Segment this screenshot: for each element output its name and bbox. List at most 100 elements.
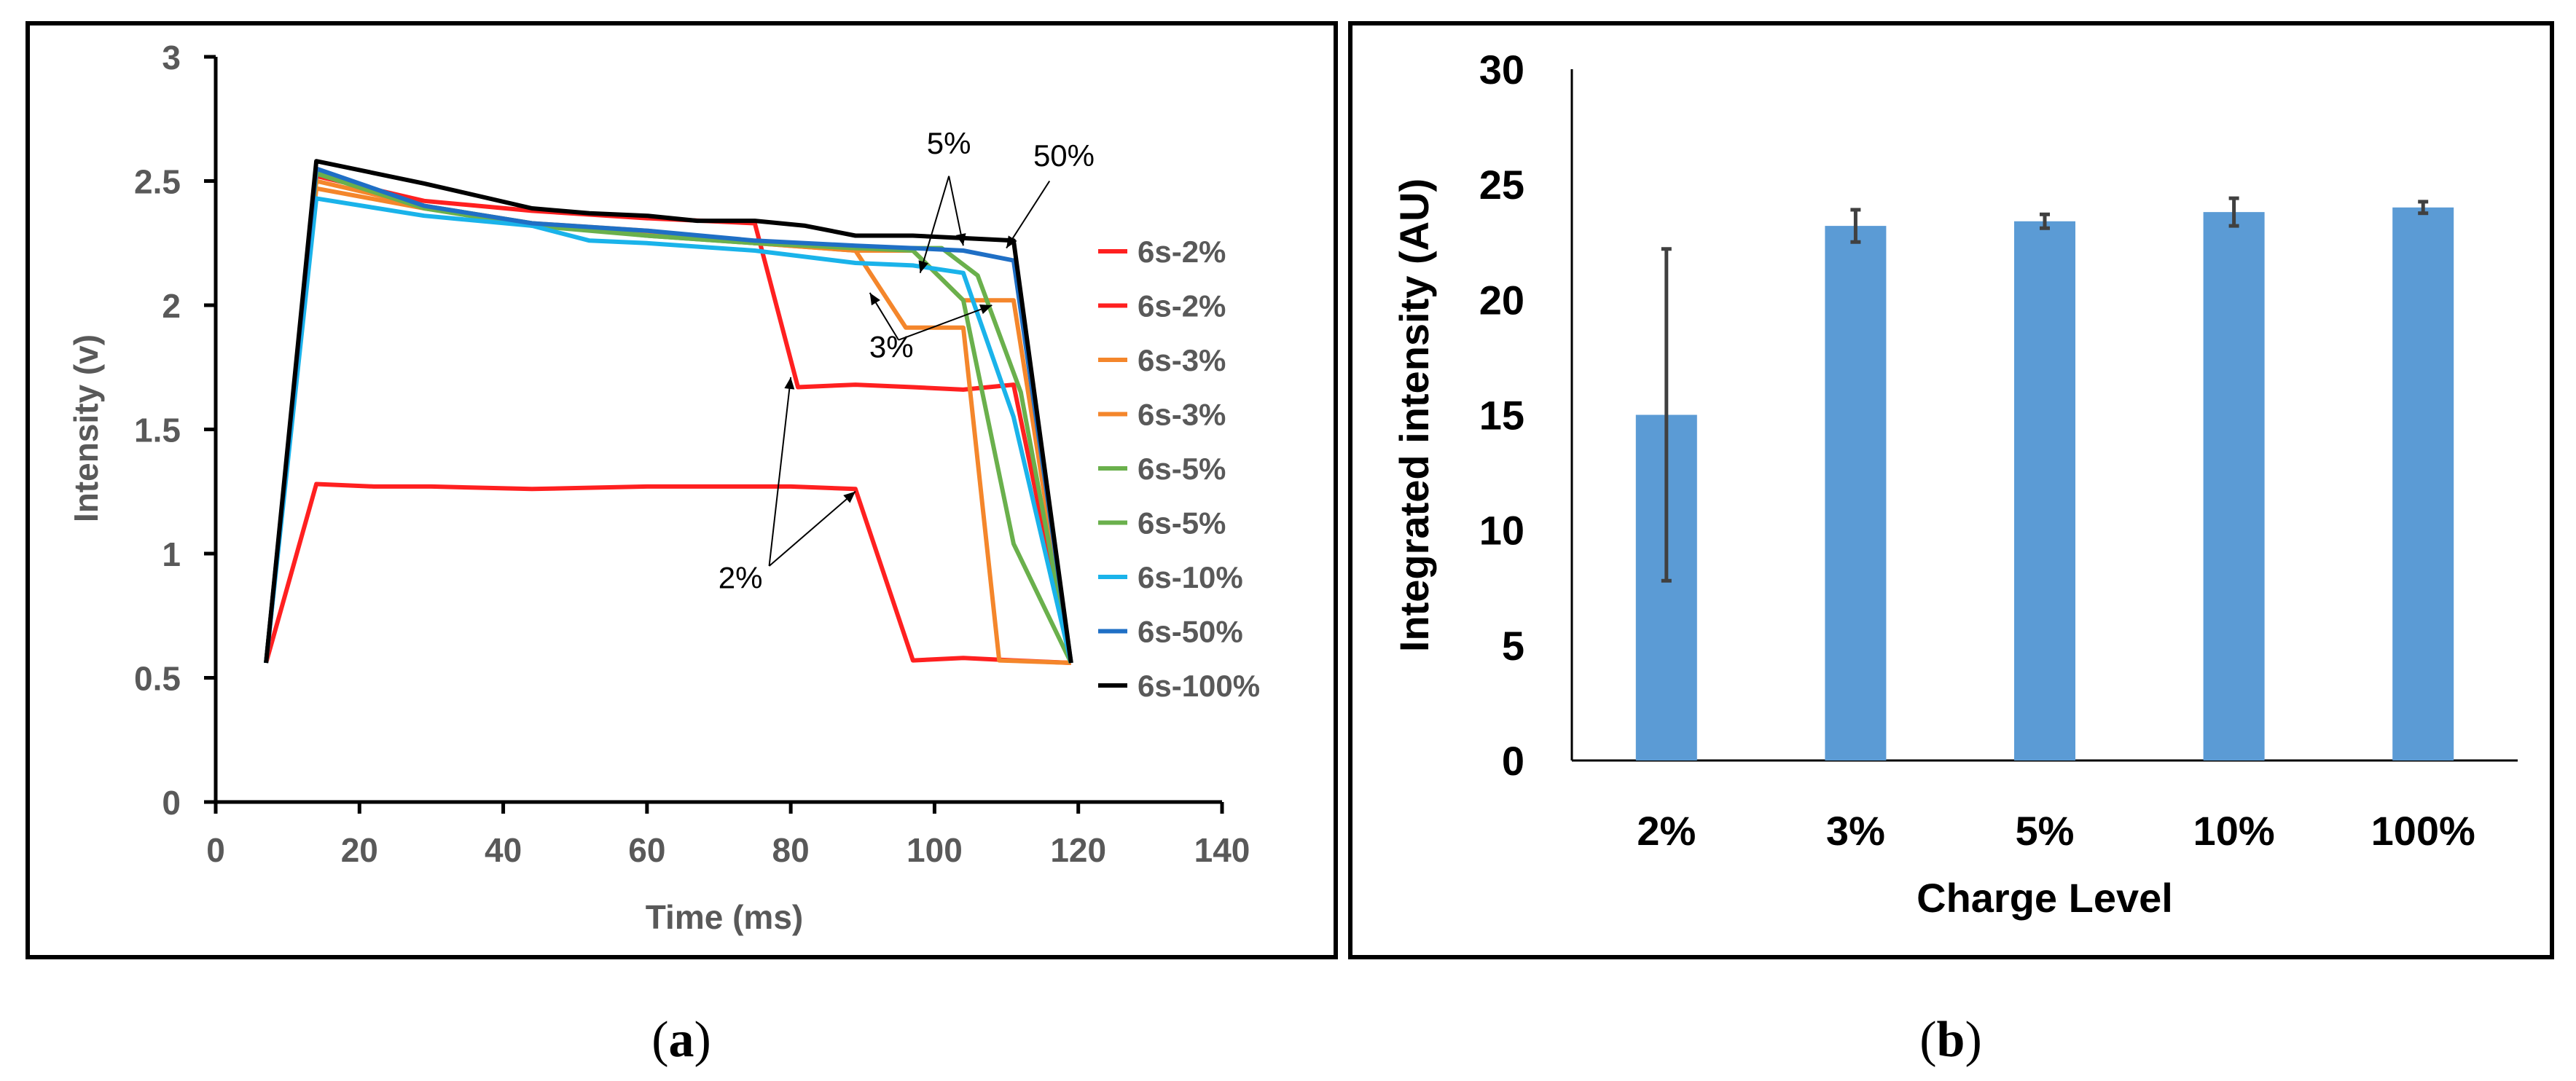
b-error-bar-3pct xyxy=(1850,208,1861,244)
a-x-tick-label: 40 xyxy=(485,831,522,869)
a-legend-item: 6s-5% xyxy=(1098,506,1226,540)
a-x-ticks: 0 20 40 60 80 100 120 140 xyxy=(206,802,1250,869)
a-series-line-6s-10pct-6 xyxy=(264,196,1073,664)
a-arrow-head xyxy=(955,233,966,246)
a-annotation-a3: 3% xyxy=(869,330,914,364)
a-y-tick-label: 2.5 xyxy=(134,163,181,201)
a-y-tick-label: 3 xyxy=(162,39,181,76)
a-annotation-arrows xyxy=(768,176,1051,567)
a-x-tick-label: 20 xyxy=(341,831,378,869)
a-y-tick-label: 0 xyxy=(162,784,181,822)
a-legend-label: 6s-3% xyxy=(1138,343,1226,377)
a-legend-item: 6s-5% xyxy=(1098,452,1226,486)
a-arrow-shaft xyxy=(1006,180,1051,249)
b-error-bar-10pct xyxy=(2228,196,2239,228)
b-bar-5pct xyxy=(2014,221,2075,760)
a-arrow-shaft xyxy=(948,176,964,246)
a-annotations: 5% 50% 3% 2% xyxy=(719,126,1095,595)
a-legend-label: 6s-100% xyxy=(1138,669,1260,703)
a-arrow-head xyxy=(843,491,856,503)
b-bars xyxy=(1635,207,2454,760)
a-annotation-a2: 2% xyxy=(719,561,763,595)
a-series-line-6s-50pct-7 xyxy=(264,166,1073,664)
b-error-bar-100pct xyxy=(2418,200,2429,216)
b-y-tick-label: 15 xyxy=(1479,393,1524,439)
b-y-tick-label: 25 xyxy=(1479,162,1524,208)
a-x-tick-label: 0 xyxy=(206,831,225,869)
a-legend-label: 6s-3% xyxy=(1138,398,1226,432)
a-legend-item: 6s-50% xyxy=(1098,615,1243,649)
a-arrow-shaft xyxy=(898,304,993,341)
a-annotation-arrow xyxy=(869,292,899,341)
a-x-tick-label: 120 xyxy=(1050,831,1106,869)
caption-a: (a) xyxy=(651,1012,711,1068)
a-arrow-head xyxy=(1006,235,1017,248)
a-legend-label: 6s-5% xyxy=(1138,506,1226,540)
a-legend-label: 6s-2% xyxy=(1138,289,1226,323)
a-legend-item: 6s-2% xyxy=(1098,235,1226,269)
a-legend-label: 6s-5% xyxy=(1138,452,1226,486)
a-arrow-head xyxy=(869,292,880,306)
a-annotation-a50: 50% xyxy=(1033,138,1095,173)
b-y-ticks: 0 5 10 15 20 25 30 xyxy=(1479,47,1524,784)
a-arrow-head xyxy=(979,304,993,315)
a-series-line-6s-100pct-8 xyxy=(264,159,1073,664)
b-y-tick-label: 5 xyxy=(1502,623,1524,669)
b-x-tick-label-3pct: 3% xyxy=(1826,808,1885,854)
b-bar-10pct xyxy=(2203,212,2265,760)
b-error-bars xyxy=(1661,196,2429,583)
b-y-tick-label: 30 xyxy=(1479,47,1524,93)
b-x-tick-label-5pct: 5% xyxy=(2016,808,2075,854)
caption-b: (b) xyxy=(1919,1012,1982,1068)
a-annotation-arrow xyxy=(768,490,856,567)
a-legend-item: 6s-3% xyxy=(1098,343,1226,377)
panel-a: 0 0.5 1 1.5 2 2.5 3 0 20 40 60 80 100 120 140 5% 50% 3%… xyxy=(26,21,1338,959)
b-x-tick-label-100pct: 100% xyxy=(2371,808,2475,854)
a-arrow-shaft xyxy=(768,490,856,567)
a-legend-item: 6s-10% xyxy=(1098,560,1243,594)
a-legend: 6s-2% 6s-2% 6s-3% 6s-3% 6s-5% 6s-5% 6s-10% 6s-5… xyxy=(1098,235,1260,703)
a-legend-label: 6s-50% xyxy=(1138,615,1243,649)
a-y-axis-label: Intensity (v) xyxy=(67,334,105,522)
a-annotation-arrow xyxy=(1006,180,1051,249)
panel-b-frame xyxy=(1348,21,2554,959)
a-legend-item: 6s-100% xyxy=(1098,669,1260,703)
a-x-axis-label: Time (ms) xyxy=(646,898,803,936)
a-legend-item: 6s-2% xyxy=(1098,289,1226,323)
a-y-ticks: 0 0.5 1 1.5 2 2.5 3 xyxy=(134,39,216,822)
a-annotation-arrow xyxy=(898,304,993,341)
a-legend-item: 6s-3% xyxy=(1098,398,1226,432)
a-annotation-arrow xyxy=(768,377,795,567)
b-error-bar-2pct xyxy=(1661,247,1672,583)
a-y-tick-label: 0.5 xyxy=(134,660,181,698)
a-arrow-shaft xyxy=(919,176,950,273)
b-x-tick-label-2pct: 2% xyxy=(1637,808,1696,854)
a-y-tick-label: 1.5 xyxy=(134,412,181,449)
b-y-tick-label: 20 xyxy=(1479,277,1524,323)
panel-a-frame xyxy=(26,21,1338,959)
a-x-tick-label: 100 xyxy=(907,831,963,869)
a-series-line-6s-2pct-0 xyxy=(264,481,1071,665)
b-x-ticks: 2% 3% 5% 10% 100% xyxy=(1637,808,2475,854)
a-series-lines xyxy=(264,159,1073,665)
b-x-tick-label-10pct: 10% xyxy=(2193,808,2275,854)
a-annotation-arrow xyxy=(918,176,950,273)
a-arrow-head xyxy=(784,377,795,390)
a-arrow-head xyxy=(918,260,928,273)
b-y-tick-label: 0 xyxy=(1502,738,1524,784)
a-annotation-a5: 5% xyxy=(927,126,971,160)
b-bar-100pct xyxy=(2392,207,2454,760)
b-x-axis-label: Charge Level xyxy=(1917,875,2173,921)
b-y-axis-label: Integrated intensity (AU) xyxy=(1391,178,1437,652)
a-y-tick-label: 1 xyxy=(162,535,181,573)
a-annotation-arrow xyxy=(948,176,966,246)
b-error-bar-5pct xyxy=(2040,212,2050,230)
b-y-tick-label: 10 xyxy=(1479,508,1524,554)
a-legend-label: 6s-2% xyxy=(1138,235,1226,269)
a-legend-label: 6s-10% xyxy=(1138,560,1243,594)
a-x-tick-label: 60 xyxy=(628,831,665,869)
a-x-tick-label: 140 xyxy=(1194,831,1250,869)
a-y-tick-label: 2 xyxy=(162,287,181,325)
